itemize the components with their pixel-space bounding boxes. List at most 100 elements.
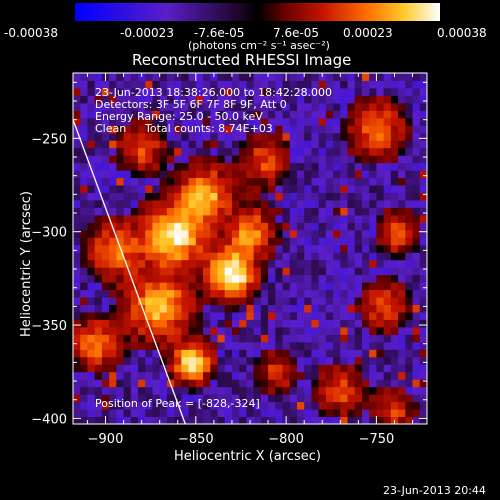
heatmap-cell xyxy=(152,252,161,261)
heatmap-cell xyxy=(166,87,175,96)
heatmap-cell xyxy=(101,252,110,261)
heatmap-cell xyxy=(195,326,204,335)
heatmap-cell xyxy=(282,252,291,261)
heatmap-cell xyxy=(419,125,427,134)
heatmap-cell xyxy=(383,73,392,81)
heatmap-cell xyxy=(340,356,349,365)
heatmap-cell xyxy=(325,199,334,208)
heatmap-cell xyxy=(333,199,341,208)
heatmap-cell xyxy=(325,326,334,335)
heatmap-cell xyxy=(419,386,427,395)
heatmap-cell xyxy=(246,364,255,373)
heatmap-cell xyxy=(116,297,125,306)
heatmap-cell xyxy=(101,110,110,119)
heatmap-cell xyxy=(152,192,161,201)
heatmap-cell xyxy=(412,170,421,179)
heatmap-cell xyxy=(260,140,269,149)
heatmap-cell xyxy=(231,170,240,179)
heatmap-cell xyxy=(369,252,377,261)
heatmap-cell xyxy=(260,334,269,343)
heatmap-cell xyxy=(340,401,349,410)
heatmap-cell xyxy=(325,364,334,373)
heatmap-cell xyxy=(253,192,262,201)
heatmap-cell xyxy=(246,87,255,96)
heatmap-cell xyxy=(347,379,356,388)
heatmap-cell xyxy=(73,110,81,119)
heatmap-cell xyxy=(340,319,349,328)
heatmap-cell xyxy=(296,274,305,283)
heatmap-cell xyxy=(289,416,298,424)
heatmap-cell xyxy=(210,170,218,179)
heatmap-cell xyxy=(419,132,427,141)
heatmap-cell xyxy=(224,326,233,335)
heatmap-cell xyxy=(318,282,327,291)
heatmap-cell xyxy=(347,289,356,298)
heatmap-cell xyxy=(217,297,226,306)
heatmap-cell xyxy=(188,282,197,291)
heatmap-cell xyxy=(246,229,255,238)
heatmap-cell xyxy=(376,147,385,156)
heatmap-cell xyxy=(340,95,349,104)
heatmap-cell xyxy=(376,259,385,268)
heatmap-cell xyxy=(188,155,197,164)
heatmap-cell xyxy=(318,259,327,268)
heatmap-cell xyxy=(376,274,385,283)
heatmap-cell xyxy=(383,162,392,171)
heatmap-cell xyxy=(181,409,190,418)
heatmap-cell xyxy=(231,259,240,268)
heatmap-cell xyxy=(87,379,96,388)
heatmap-cell xyxy=(239,222,247,231)
heatmap-cell xyxy=(282,341,291,350)
heatmap-cell xyxy=(311,379,320,388)
heatmap-cell xyxy=(217,409,226,418)
heatmap-cell xyxy=(188,289,197,298)
heatmap-cell xyxy=(130,416,139,424)
heatmap-cell xyxy=(166,117,175,126)
heatmap-cell xyxy=(203,416,211,424)
heatmap-cell xyxy=(166,319,175,328)
heatmap-cell xyxy=(390,289,399,298)
heatmap-cell xyxy=(260,371,269,380)
heatmap-cell xyxy=(109,110,117,119)
heatmap-cell xyxy=(268,304,276,313)
heatmap-cell xyxy=(253,237,262,246)
x-tick-label: −900 xyxy=(88,432,124,447)
heatmap-cell xyxy=(123,252,132,261)
colorbar xyxy=(75,3,440,21)
heatmap-cell xyxy=(383,252,392,261)
heatmap-cell xyxy=(398,401,406,410)
heatmap-cell xyxy=(246,222,255,231)
heatmap-cell xyxy=(246,267,255,276)
heatmap-cell xyxy=(87,207,96,216)
heatmap-cell xyxy=(224,117,233,126)
heatmap-cell xyxy=(87,297,96,306)
heatmap-cell xyxy=(130,409,139,418)
heatmap-cell xyxy=(398,170,406,179)
heatmap-cell xyxy=(152,282,161,291)
heatmap-cell xyxy=(376,394,385,403)
heatmap-cell xyxy=(94,311,103,320)
heatmap-cell xyxy=(109,207,117,216)
heatmap-cell xyxy=(390,326,399,335)
heatmap-cell xyxy=(282,334,291,343)
heatmap-cell xyxy=(419,73,427,81)
heatmap-cell xyxy=(340,177,349,186)
heatmap-cell xyxy=(73,162,81,171)
heatmap-cell xyxy=(210,379,218,388)
energy-range-text: Energy Range: 25.0 - 50.0 keV xyxy=(95,110,263,123)
heatmap-cell xyxy=(376,386,385,395)
heatmap-cell xyxy=(239,297,247,306)
heatmap-cell xyxy=(203,401,211,410)
heatmap-cell xyxy=(318,125,327,134)
heatmap-cell xyxy=(376,125,385,134)
heatmap-cell xyxy=(94,319,103,328)
heatmap-cell xyxy=(94,132,103,141)
heatmap-cell xyxy=(246,319,255,328)
heatmap-cell xyxy=(116,259,125,268)
heatmap-cell xyxy=(159,229,168,238)
heatmap-cell xyxy=(181,222,190,231)
heatmap-cell xyxy=(73,222,81,231)
heatmap-cell xyxy=(260,364,269,373)
heatmap-cell xyxy=(138,356,146,365)
heatmap-cell xyxy=(347,409,356,418)
